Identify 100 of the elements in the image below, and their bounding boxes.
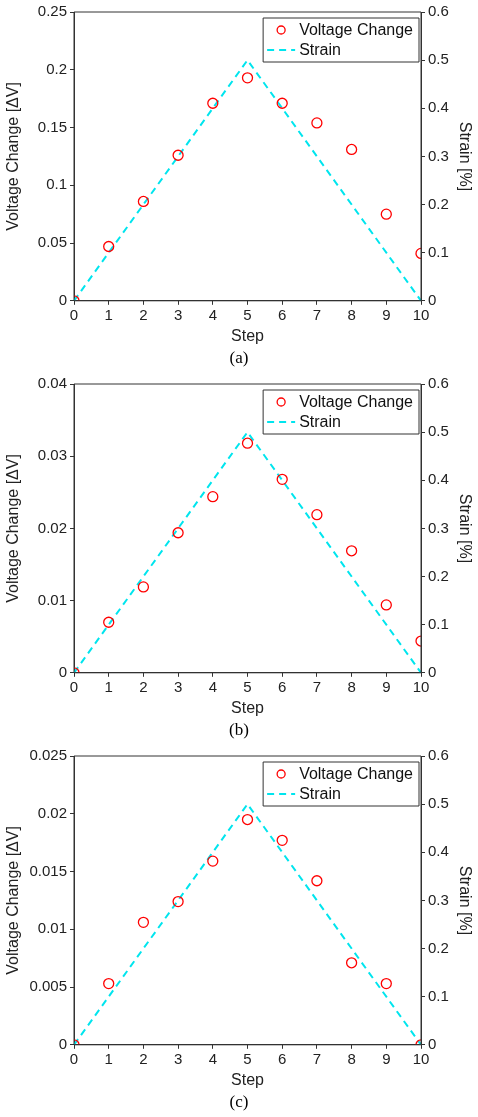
legend-label: Strain xyxy=(299,413,341,431)
y-tick-label: 0.15 xyxy=(37,117,67,135)
point xyxy=(380,208,392,220)
point xyxy=(311,875,323,887)
y2-tick-label: 0.1 xyxy=(428,986,449,1004)
point xyxy=(345,957,358,969)
point xyxy=(103,977,115,990)
y-tick-label: 0 xyxy=(58,662,67,680)
x-tick-label: 0 xyxy=(69,305,79,323)
y2-tick-label: 0.4 xyxy=(428,98,449,116)
point xyxy=(311,509,323,521)
x-tick-label: 4 xyxy=(208,305,217,323)
y2-tick-label: 0.3 xyxy=(428,518,449,536)
y2-tick-label: 0.4 xyxy=(428,470,449,488)
legend-label: Voltage Change xyxy=(299,21,414,39)
point xyxy=(103,616,115,628)
y2-tick-label: 0.1 xyxy=(428,242,449,260)
x-tick-label: 9 xyxy=(382,1049,391,1067)
point xyxy=(345,545,358,557)
y2-tick-label: 0.5 xyxy=(428,794,449,812)
x-tick-label: 4 xyxy=(208,1049,217,1067)
y-tick-label: 0.01 xyxy=(37,590,67,608)
y2-tick-label: 0.6 xyxy=(428,746,449,764)
legend-label: Voltage Change xyxy=(299,393,414,411)
x-tick-label: 0 xyxy=(69,1049,79,1067)
x-tick-label: 10 xyxy=(412,677,430,695)
point xyxy=(311,117,323,129)
x-tick-label: 6 xyxy=(278,305,287,323)
y-tick-label: 0.03 xyxy=(37,446,67,464)
point xyxy=(172,527,184,539)
point xyxy=(380,977,392,990)
x-tick-label: 2 xyxy=(139,305,148,323)
legend-label: Strain xyxy=(299,785,341,803)
y-axis-title: Voltage Change [ΔV] xyxy=(4,82,22,231)
x-tick-label: 5 xyxy=(243,305,252,323)
y2-tick-label: 0.1 xyxy=(428,614,449,632)
x-tick-label: 5 xyxy=(243,1049,252,1067)
x-tick-label: 0 xyxy=(69,677,79,695)
point xyxy=(241,72,254,84)
x-tick-label: 7 xyxy=(312,1049,322,1067)
x-tick-label: 1 xyxy=(104,1049,113,1067)
y2-axis-title: Strain [%] xyxy=(456,865,474,936)
point xyxy=(276,834,288,846)
point xyxy=(276,473,288,485)
point xyxy=(172,149,184,161)
point xyxy=(241,813,254,826)
x-tick-label: 8 xyxy=(347,677,356,695)
y2-tick-label: 0 xyxy=(428,662,437,680)
point xyxy=(380,599,392,611)
x-tick-label: 8 xyxy=(347,1049,356,1067)
y-tick-label: 0.05 xyxy=(37,233,67,251)
y-tick-label: 0.25 xyxy=(37,2,67,20)
y-axis-title: Voltage Change [ΔV] xyxy=(4,826,22,975)
y-tick-label: 0.1 xyxy=(46,175,67,193)
x-tick-label: 1 xyxy=(104,677,113,695)
x-tick-label: 5 xyxy=(243,677,252,695)
x-tick-label: 9 xyxy=(382,677,391,695)
point xyxy=(137,916,150,928)
point xyxy=(103,240,115,253)
point xyxy=(207,855,219,867)
text: (a) xyxy=(228,347,250,369)
y-tick-label: 0.02 xyxy=(37,518,67,536)
point xyxy=(137,195,150,208)
y-tick-label: 0.04 xyxy=(37,374,67,392)
x-tick-label: 3 xyxy=(173,1049,183,1067)
point xyxy=(207,97,219,109)
y2-tick-label: 0.2 xyxy=(428,938,449,956)
point xyxy=(172,895,184,908)
point xyxy=(207,490,219,503)
x-tick-label: 9 xyxy=(382,305,391,323)
text: (c) xyxy=(228,1091,250,1113)
y-tick-label: 0.005 xyxy=(29,977,67,995)
x-tick-label: 8 xyxy=(347,305,356,323)
x-tick-label: 1 xyxy=(104,305,113,323)
y2-tick-label: 0.3 xyxy=(428,890,449,908)
y2-tick-label: 0.3 xyxy=(428,146,449,164)
y2-tick-label: 0 xyxy=(428,290,437,308)
text: (b) xyxy=(228,719,250,741)
y-tick-label: 0.025 xyxy=(29,746,67,764)
x-axis-title: Step xyxy=(231,1070,265,1088)
y-tick-label: 0 xyxy=(58,290,67,308)
y2-axis-title: Strain [%] xyxy=(456,121,474,192)
y2-tick-label: 0.5 xyxy=(428,422,449,440)
y2-tick-label: 0.2 xyxy=(428,566,449,584)
point xyxy=(345,143,358,156)
x-axis-title: Step xyxy=(231,326,265,344)
x-tick-label: 10 xyxy=(412,1049,430,1067)
y-tick-label: 0.01 xyxy=(37,919,67,937)
legend-label: Voltage Change xyxy=(299,765,414,783)
x-tick-label: 6 xyxy=(278,677,287,695)
x-tick-label: 3 xyxy=(173,677,183,695)
x-axis-title: Step xyxy=(231,698,265,716)
y2-tick-label: 0.6 xyxy=(428,2,449,20)
y-tick-label: 0.02 xyxy=(37,803,67,821)
y2-tick-label: 0.6 xyxy=(428,374,449,392)
x-tick-label: 2 xyxy=(139,677,148,695)
legend-label: Strain xyxy=(299,41,341,59)
x-tick-label: 3 xyxy=(173,305,183,323)
y-axis-title: Voltage Change [ΔV] xyxy=(4,454,22,603)
point xyxy=(276,97,288,109)
